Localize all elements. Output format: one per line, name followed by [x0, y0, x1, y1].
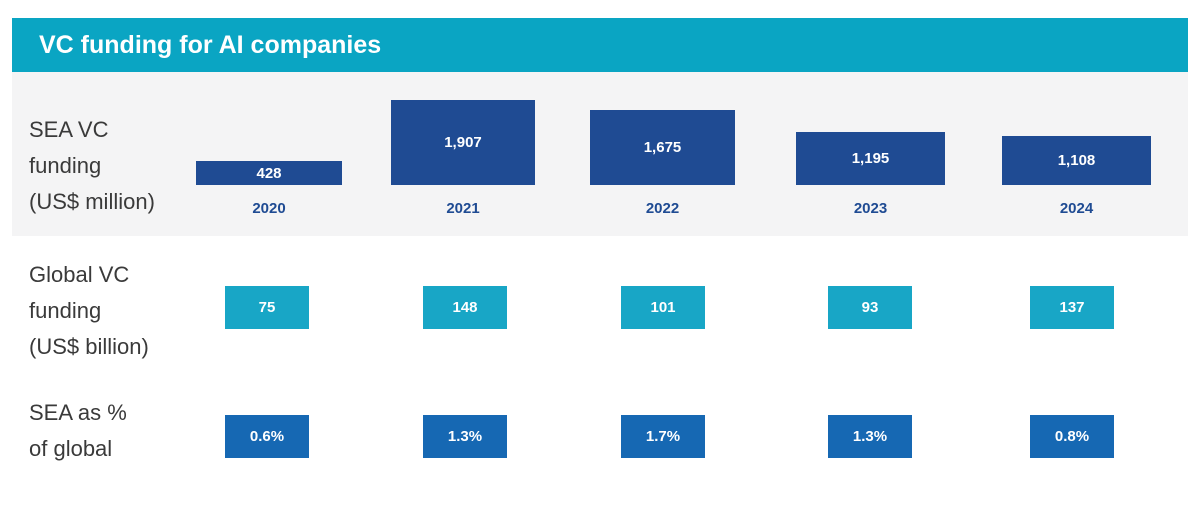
- sea-bar-2024: 1,108: [1002, 135, 1151, 185]
- year-label-2024: 2024: [1059, 200, 1094, 217]
- pct-box-2022: 1.7%: [621, 415, 705, 458]
- year-label-2021: 2021: [446, 200, 480, 217]
- global-box-2022: 101: [621, 286, 705, 329]
- pct-box-2020: 0.6%: [225, 415, 309, 458]
- global-box-2020: 75: [225, 286, 309, 329]
- global-row-label-line: (US$ billion): [29, 334, 149, 359]
- sea-bar-2022: 1,675: [590, 110, 735, 185]
- global-row-label-line: funding: [29, 298, 102, 323]
- pct-box-2021: 1.3%: [423, 415, 507, 458]
- year-label-2020: 2020: [252, 200, 286, 217]
- pct-row-label-line: of global: [29, 436, 113, 461]
- global-row-label-line: Global VC: [29, 262, 130, 287]
- chart-header: VC funding for AI companies: [12, 18, 1188, 72]
- sea-bar-2023: 1,195: [796, 131, 945, 185]
- pct-row-label-line: SEA as %: [29, 400, 127, 425]
- global-row-label: Global VC funding (US$ billion): [29, 257, 199, 365]
- global-box-2021: 148: [423, 286, 507, 329]
- global-box-2024: 137: [1030, 286, 1114, 329]
- sea-bar-label-2021: 1,907: [444, 134, 482, 151]
- year-label-2023: 2023: [853, 200, 888, 217]
- sea-bar-label-2023: 1,195: [851, 149, 890, 167]
- sea-bar-label-2022: 1,675: [643, 139, 682, 157]
- sea-row-label-line: funding: [29, 153, 102, 178]
- sea-bar-2021: 1,907: [391, 100, 535, 185]
- pct-box-2023: 1.3%: [828, 415, 912, 458]
- pct-box-2024: 0.8%: [1030, 415, 1114, 458]
- year-label-2022: 2022: [645, 200, 680, 217]
- sea-bar-label-2024: 1,108: [1057, 151, 1096, 169]
- sea-row-label-line: (US$ million): [29, 189, 155, 214]
- global-box-2023: 93: [828, 286, 912, 329]
- sea-row-label-line: SEA VC: [29, 117, 109, 142]
- chart-title: VC funding for AI companies: [39, 31, 382, 59]
- pct-row-label: SEA as % of global: [29, 395, 199, 467]
- sea-bar-2020: 428: [196, 161, 342, 185]
- sea-row-label: SEA VC funding (US$ million): [29, 112, 199, 220]
- sea-bar-label-2020: 428: [256, 164, 282, 182]
